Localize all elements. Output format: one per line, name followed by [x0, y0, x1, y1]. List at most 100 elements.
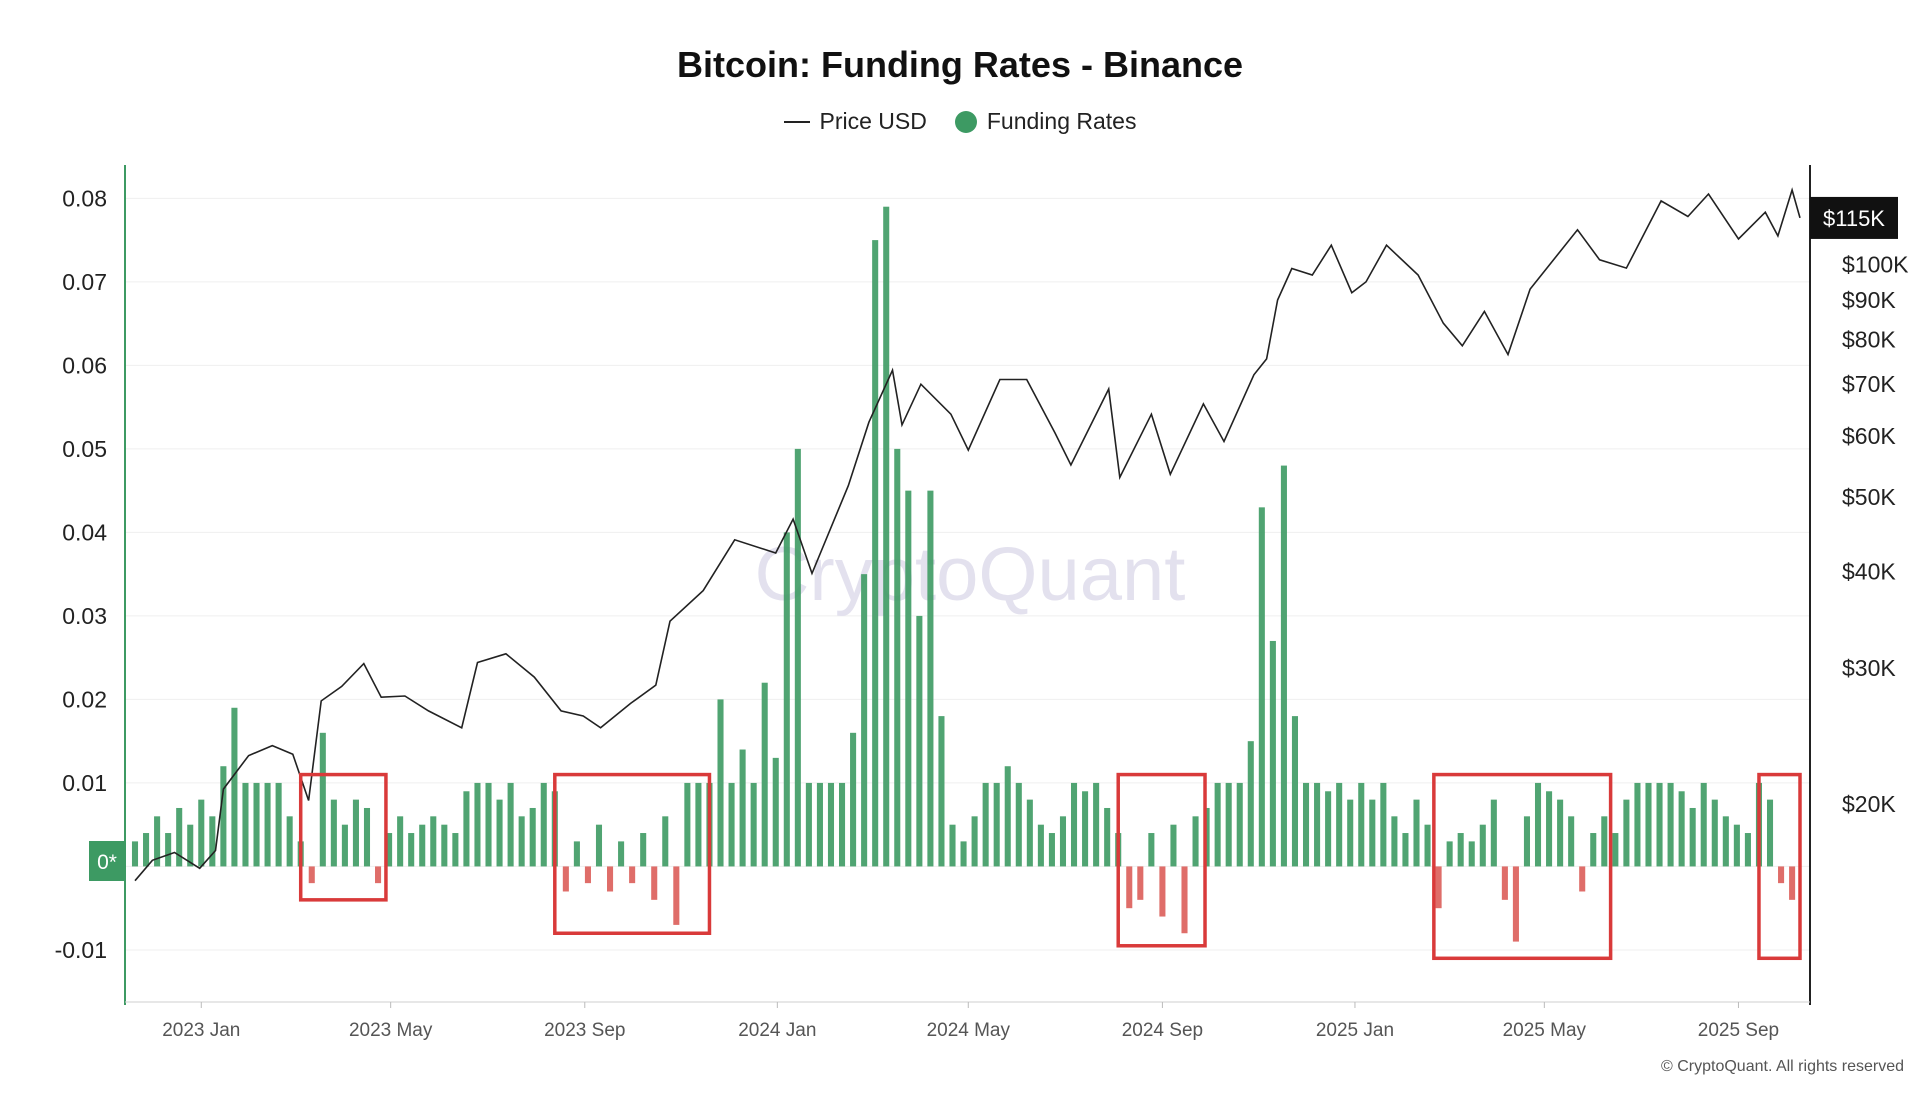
- legend-item-funding[interactable]: Funding Rates: [954, 108, 1136, 135]
- funding-bar-positive: [198, 799, 205, 867]
- funding-bar-positive: [949, 824, 956, 867]
- funding-bar-positive: [1634, 782, 1641, 867]
- funding-bar-positive: [1413, 799, 1420, 867]
- funding-bar-positive: [1744, 833, 1751, 867]
- funding-dot-swatch: [954, 110, 977, 133]
- funding-bar-positive: [1678, 791, 1685, 867]
- funding-bar-positive: [496, 799, 503, 867]
- funding-bar-positive: [242, 782, 249, 867]
- left-tick-label: 0.02: [62, 686, 107, 712]
- funding-bar-positive: [894, 448, 901, 867]
- funding-bar-positive: [1656, 782, 1663, 867]
- left-tick-label: 0.05: [62, 436, 107, 462]
- funding-bar-positive: [1402, 833, 1409, 867]
- funding-bar-positive: [1214, 782, 1221, 867]
- funding-bar-positive: [330, 799, 337, 867]
- x-tick-label: 2025 May: [1503, 1020, 1587, 1041]
- highlight-box: [1432, 772, 1613, 961]
- funding-bar-positive: [1457, 833, 1464, 867]
- funding-bar-positive: [1247, 741, 1254, 867]
- left-tick-label: -0.01: [55, 937, 107, 963]
- funding-bar-positive: [1236, 782, 1243, 867]
- funding-bar-positive: [927, 490, 934, 867]
- funding-rate-bars: [131, 206, 1796, 942]
- right-tick-label: $30K: [1842, 655, 1896, 681]
- funding-bar-negative: [1512, 866, 1519, 942]
- funding-bar-positive: [1093, 782, 1100, 867]
- x-tick-label: 2024 Sep: [1122, 1020, 1203, 1041]
- funding-bar-positive: [1424, 824, 1431, 867]
- current-price-tag: $115K: [1810, 196, 1898, 239]
- funding-bar-positive: [1280, 465, 1287, 867]
- funding-bar-positive: [573, 841, 580, 867]
- funding-bar-positive: [1380, 782, 1387, 867]
- funding-bar-positive: [971, 816, 978, 867]
- funding-bar-positive: [1015, 782, 1022, 867]
- price-line: [134, 187, 1801, 882]
- funding-bar-positive: [695, 782, 702, 867]
- funding-bar-positive: [1302, 782, 1310, 867]
- right-tick-label: $70K: [1842, 371, 1896, 397]
- x-tick-label: 2023 Jan: [162, 1020, 240, 1041]
- funding-bar-negative: [673, 866, 680, 925]
- funding-bar-positive: [131, 841, 139, 867]
- legend-item-price[interactable]: Price USD: [783, 108, 927, 135]
- funding-bar-positive: [1082, 791, 1089, 867]
- funding-bar-positive: [1468, 841, 1475, 867]
- funding-bar-positive: [165, 833, 172, 867]
- funding-bar-positive: [1358, 782, 1365, 867]
- funding-bar-positive: [1645, 782, 1652, 867]
- funding-bar-negative: [607, 866, 614, 892]
- funding-bar-positive: [529, 807, 536, 867]
- funding-bar-positive: [1766, 799, 1774, 867]
- x-tick-label: 2024 May: [927, 1020, 1011, 1041]
- funding-bar-positive: [640, 833, 647, 867]
- highlight-boxes: [298, 772, 1802, 961]
- right-tick-label: $100K: [1842, 252, 1909, 278]
- funding-bar-positive: [717, 699, 724, 867]
- funding-bar-positive: [1104, 807, 1111, 867]
- funding-bar-positive: [805, 782, 812, 867]
- x-tick-label: 2023 Sep: [544, 1020, 625, 1041]
- funding-bar-negative: [1181, 866, 1188, 934]
- funding-bar-positive: [839, 782, 846, 867]
- funding-bar-positive: [916, 615, 923, 867]
- x-tick-label: 2025 Sep: [1698, 1020, 1779, 1041]
- highlight-box: [1116, 772, 1207, 948]
- funding-bar-positive: [319, 732, 326, 867]
- funding-bar-positive: [1667, 782, 1674, 867]
- funding-bar-positive: [883, 206, 890, 867]
- funding-bar-positive: [1523, 816, 1531, 867]
- left-tick-label: 0.01: [62, 770, 107, 796]
- funding-bar-positive: [341, 824, 348, 867]
- funding-bar-positive: [1711, 799, 1718, 867]
- funding-bar-positive: [938, 716, 945, 867]
- funding-bar-positive: [982, 782, 989, 867]
- funding-bar-positive: [684, 782, 691, 867]
- chart-title: Bitcoin: Funding Rates - Binance: [676, 44, 1243, 85]
- funding-bar-positive: [1026, 799, 1033, 867]
- grid-lines: [125, 197, 1810, 951]
- zero-badge: 0*: [89, 841, 125, 881]
- funding-bar-positive: [1314, 782, 1321, 867]
- funding-bar-positive: [662, 816, 669, 867]
- funding-bar-negative: [1778, 866, 1785, 884]
- left-tick-label: 0.07: [62, 269, 107, 295]
- funding-bar-positive: [1048, 833, 1055, 867]
- funding-bar-positive: [872, 240, 879, 867]
- left-tick-label: 0.08: [62, 185, 107, 211]
- right-tick-label: $20K: [1842, 791, 1896, 817]
- copyright: © CryptoQuant. All rights reserved: [1661, 1058, 1904, 1075]
- funding-bar-positive: [264, 782, 271, 867]
- x-tick-label: 2024 Jan: [738, 1020, 816, 1041]
- funding-bar-positive: [1601, 816, 1608, 867]
- highlight-box: [1757, 772, 1802, 961]
- price-line-swatch: [783, 120, 810, 123]
- funding-bar-positive: [419, 824, 426, 867]
- chart-legend: Price USD Funding Rates: [0, 108, 1920, 135]
- funding-bar-positive: [1557, 799, 1564, 867]
- x-tick-label: 2025 Jan: [1316, 1020, 1394, 1041]
- funding-bar-positive: [275, 782, 282, 867]
- funding-bar-positive: [474, 782, 481, 867]
